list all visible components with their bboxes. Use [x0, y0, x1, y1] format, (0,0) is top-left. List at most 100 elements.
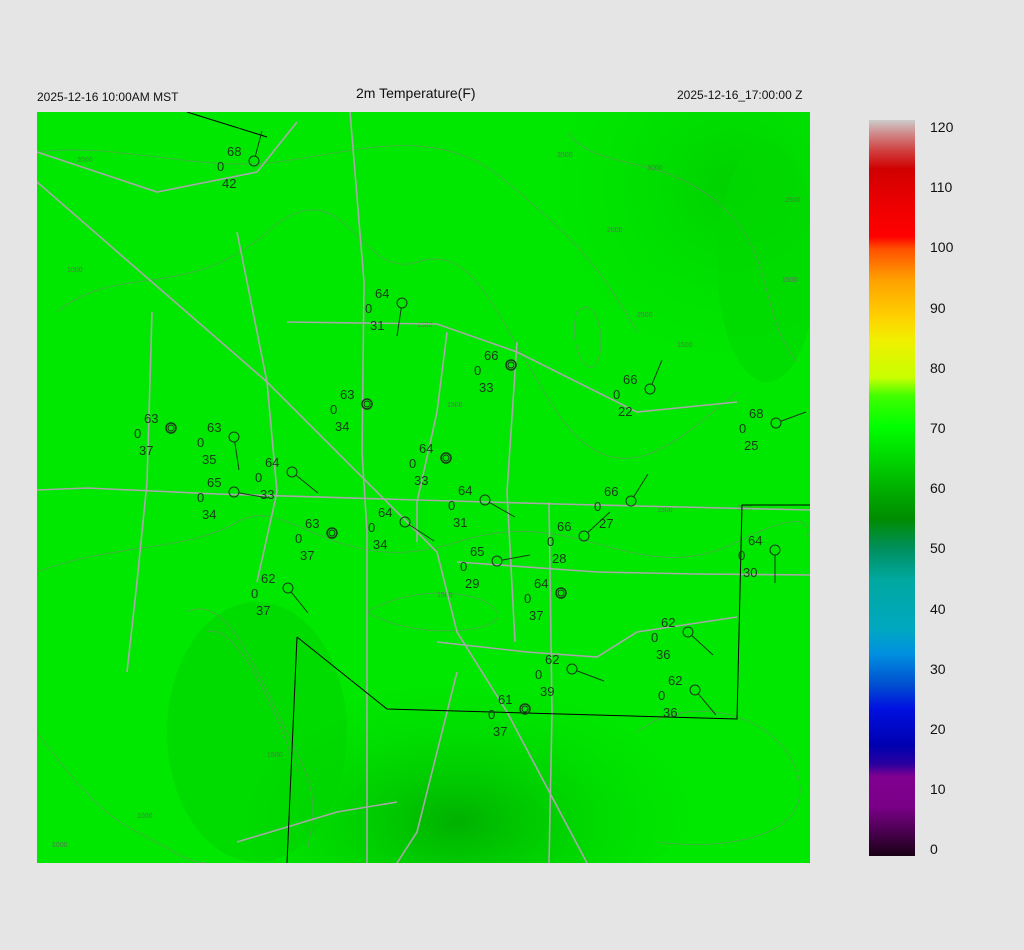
station-visibility: 0	[368, 520, 375, 535]
station-temperature: 63	[305, 516, 319, 531]
station-temperature: 68	[749, 406, 763, 421]
station-plot[interactable]: 610 37	[488, 692, 531, 739]
station-circle	[625, 495, 637, 507]
station-plot[interactable]: 660 22	[613, 359, 663, 419]
station-visibility: 0	[535, 667, 542, 682]
station-circle	[578, 530, 590, 542]
station-temperature: 66	[623, 372, 637, 387]
station-plot[interactable]: 640 31	[448, 483, 516, 530]
station-plot[interactable]: 630 37	[295, 516, 338, 563]
station-plot[interactable]: 640 30	[738, 533, 781, 583]
station-temperature: 63	[144, 411, 158, 426]
contour-label: 2500	[785, 197, 801, 204]
station-circle	[282, 582, 294, 594]
station-plot[interactable]: 660 28	[547, 511, 611, 566]
station-plot[interactable]: 630 35	[197, 420, 240, 471]
station-circle	[228, 431, 240, 443]
station-plot[interactable]: 630 37	[134, 411, 177, 458]
station-plot[interactable]: 660 33	[474, 348, 517, 395]
contour-label: 1500	[437, 592, 453, 599]
station-dewpoint: 34	[335, 419, 349, 434]
wind-barb-icon	[633, 473, 649, 498]
map-title: 2m Temperature(F)	[356, 85, 476, 101]
contour-label: 3000	[647, 165, 663, 172]
colorbar-tick: 90	[930, 299, 946, 316]
contour-label: 1500	[447, 402, 463, 409]
station-visibility: 0	[217, 159, 224, 174]
station-temperature: 66	[484, 348, 498, 363]
station-plot[interactable]: 620 36	[651, 615, 714, 662]
station-dewpoint: 31	[453, 515, 467, 530]
station-dewpoint: 37	[139, 443, 153, 458]
station-circle	[248, 155, 260, 167]
station-visibility: 0	[738, 548, 745, 563]
station-circle	[165, 422, 177, 434]
station-plot[interactable]: 660 27	[594, 473, 649, 531]
contour-label: 3500	[557, 152, 573, 159]
station-temperature: 65	[470, 544, 484, 559]
station-temperature: 62	[668, 673, 682, 688]
station-visibility: 0	[409, 456, 416, 471]
station-plot[interactable]: 640 33	[255, 455, 319, 502]
wind-barb-icon	[238, 492, 269, 499]
station-visibility: 0	[460, 559, 467, 574]
station-temperature: 66	[604, 484, 618, 499]
station-visibility: 0	[658, 688, 665, 703]
station-dewpoint: 37	[256, 603, 270, 618]
station-visibility: 0	[594, 499, 601, 514]
station-temperature: 62	[545, 652, 559, 667]
station-temperature: 64	[378, 505, 392, 520]
station-visibility: 0	[448, 498, 455, 513]
calm-wind-icon	[507, 361, 515, 369]
station-circle	[396, 297, 408, 309]
station-dewpoint: 29	[465, 576, 479, 591]
colorbar-tick: 110	[930, 179, 953, 196]
station-visibility: 0	[613, 387, 620, 402]
station-circle	[689, 684, 701, 696]
station-circle	[555, 587, 567, 599]
station-temperature: 64	[458, 483, 472, 498]
wind-barb-icon	[396, 307, 402, 337]
station-dewpoint: 28	[552, 551, 566, 566]
station-visibility: 0	[739, 421, 746, 436]
station-plot[interactable]: 620 39	[535, 652, 605, 699]
wind-barb-icon	[587, 511, 611, 533]
station-temperature: 68	[227, 144, 241, 159]
station-temperature: 62	[661, 615, 675, 630]
temperature-colorbar	[869, 120, 915, 856]
station-plot[interactable]: 640 37	[524, 576, 567, 623]
station-plot[interactable]: 650 34	[197, 475, 269, 522]
station-circle	[326, 527, 338, 539]
station-plot[interactable]: 640 33	[409, 441, 452, 488]
station-plot[interactable]: 620 36	[658, 673, 717, 720]
station-temperature: 63	[340, 387, 354, 402]
station-dewpoint: 33	[414, 473, 428, 488]
calm-wind-icon	[328, 529, 336, 537]
station-plot[interactable]: 680 42	[217, 130, 263, 191]
station-dewpoint: 33	[479, 380, 493, 395]
colorbar-tick: 0	[930, 841, 938, 858]
station-circle	[644, 383, 656, 395]
county-boundaries	[186, 112, 810, 863]
colorbar-tick: 10	[930, 781, 946, 798]
colorbar-tick: 20	[930, 721, 946, 737]
station-circle	[361, 398, 373, 410]
contour-label: 2000	[607, 227, 623, 234]
station-plot[interactable]: 680 25	[739, 406, 807, 453]
station-visibility: 0	[255, 470, 262, 485]
wind-barb-icon	[651, 359, 663, 385]
station-plot[interactable]: 620 37	[251, 571, 309, 618]
contour-label: 1000	[137, 813, 153, 820]
contour-label: 1500	[657, 507, 673, 514]
station-plot[interactable]: 640 34	[368, 505, 435, 552]
station-circle	[519, 703, 531, 715]
station-plot[interactable]: 650 29	[460, 544, 531, 591]
station-plot[interactable]: 630 34	[330, 387, 373, 434]
station-visibility: 0	[295, 531, 302, 546]
station-circle	[228, 486, 240, 498]
station-dewpoint: 37	[300, 548, 314, 563]
wind-barb-icon	[234, 441, 240, 471]
contour-label: 1500	[677, 342, 693, 349]
colorbar-tick: 60	[930, 480, 946, 497]
station-plot[interactable]: 640 31	[365, 286, 408, 337]
